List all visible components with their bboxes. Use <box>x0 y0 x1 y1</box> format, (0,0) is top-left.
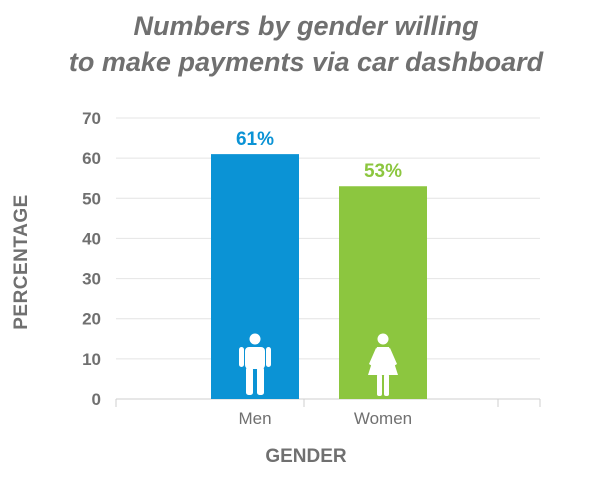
man-icon-leg <box>246 367 253 395</box>
x-tick-label: Women <box>354 409 412 428</box>
data-label: 53% <box>364 161 402 182</box>
man-icon <box>239 333 271 395</box>
man-icon-torso <box>245 347 265 369</box>
chart-title-line-1: Numbers by gender willing <box>133 11 479 41</box>
woman-icon-arm <box>369 348 379 366</box>
y-tick-label: 30 <box>82 270 101 289</box>
chart-title-line-2: to make payments via car dashboard <box>68 47 544 77</box>
man-icon-head <box>249 333 261 345</box>
woman-icon-leg <box>377 374 382 396</box>
woman-icon-arm <box>387 348 397 366</box>
y-tick-label: 0 <box>92 390 101 409</box>
woman-icon <box>368 333 398 396</box>
x-axis-label: GENDER <box>265 446 347 467</box>
y-tick-label: 50 <box>82 189 101 208</box>
chart-title: Numbers by gender willing to make paymen… <box>0 8 612 80</box>
y-axis-label: PERCENTAGE <box>11 194 32 330</box>
y-tick-label: 70 <box>82 109 101 128</box>
woman-icon-head <box>377 333 389 345</box>
woman-icon-leg <box>384 374 389 396</box>
y-tick-label: 10 <box>82 350 101 369</box>
man-icon-arm <box>239 347 244 367</box>
data-label: 61% <box>236 129 274 150</box>
x-tick-label: Men <box>238 409 271 428</box>
y-tick-label: 20 <box>82 310 101 329</box>
man-icon-arm <box>266 347 271 367</box>
y-tick-label: 40 <box>82 229 101 248</box>
man-icon-leg <box>257 367 264 395</box>
y-tick-label: 60 <box>82 149 101 168</box>
